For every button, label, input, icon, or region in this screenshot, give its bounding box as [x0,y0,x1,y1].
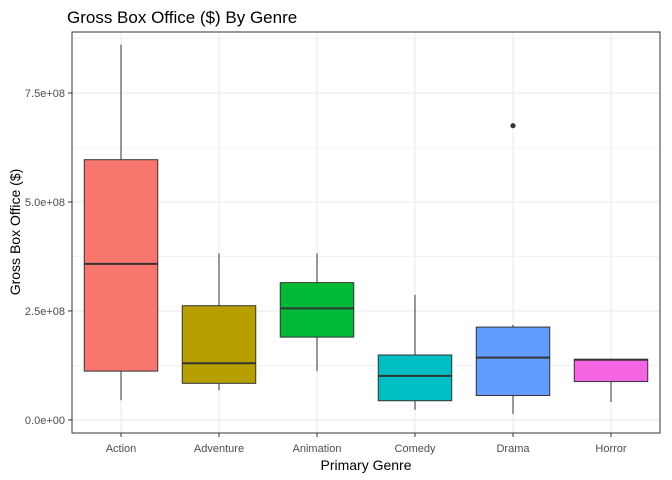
chart-title: Gross Box Office ($) By Genre [67,8,297,27]
x-tick-label: Drama [496,443,530,455]
y-axis: 0.0e+00 2.5e+08 5.0e+08 7.5e+08 [25,88,72,427]
outlier-point [510,123,516,129]
boxes-layer [83,44,649,414]
iqr-box [377,354,453,402]
box-action [83,44,159,401]
x-axis: Action Adventure Animation Comedy Drama Horro… [106,433,627,455]
x-tick-label: Comedy [395,443,436,455]
iqr-box [279,282,355,338]
x-axis-title: Primary Genre [320,457,411,473]
iqr-box [83,159,159,372]
plot-border [71,31,661,434]
x-tick-label: Action [106,443,137,455]
iqr-box [475,326,551,397]
iqr-box [573,358,649,383]
box-drama [475,123,551,414]
iqr-box [181,305,257,384]
x-tick-label: Adventure [194,443,244,455]
x-tick-label: Horror [595,443,627,455]
y-tick-label: 5.0e+08 [25,197,65,209]
y-tick-label: 0.0e+00 [25,415,65,427]
box-horror [573,358,649,403]
y-tick-label: 7.5e+08 [25,88,65,100]
box-animation [279,253,355,372]
x-tick-label: Animation [293,443,342,455]
y-axis-title: Gross Box Office ($) [7,169,23,296]
box-comedy [377,294,453,410]
plot-panel [72,32,660,433]
y-tick-label: 2.5e+08 [25,306,65,318]
box-adventure [181,253,257,391]
